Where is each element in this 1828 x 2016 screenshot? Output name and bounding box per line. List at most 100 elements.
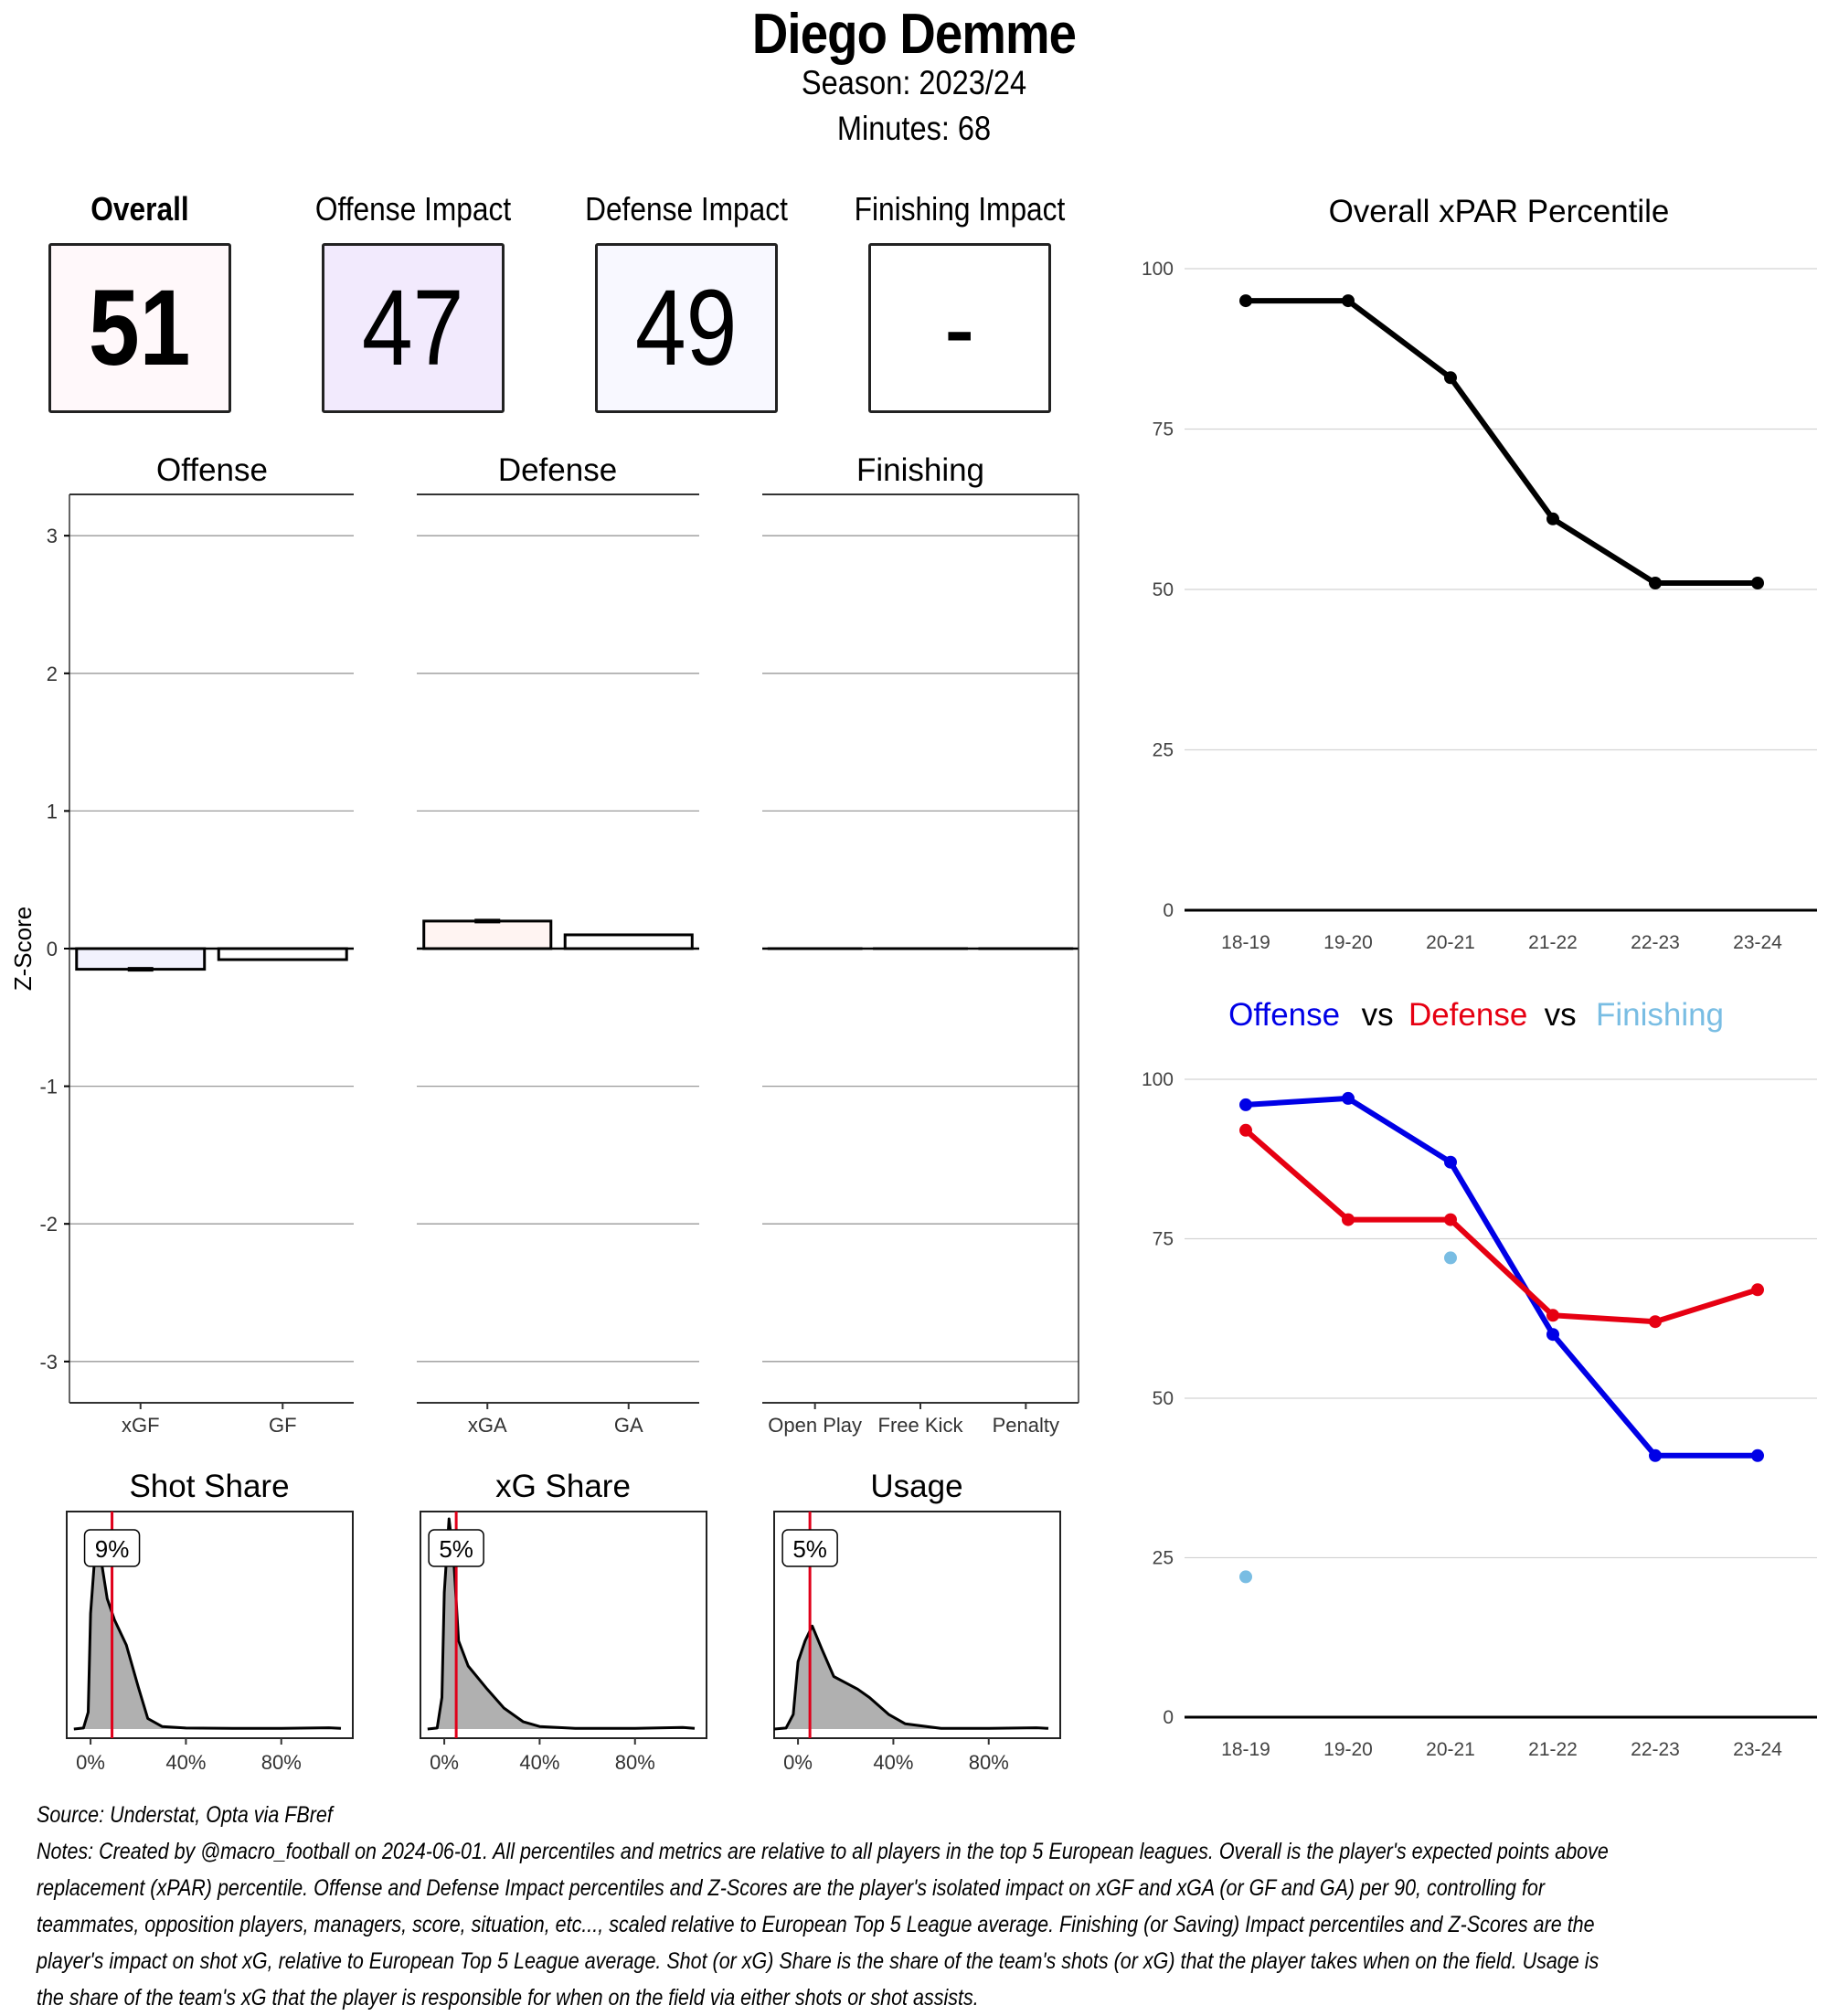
facet-title-finishing: Finishing — [856, 452, 984, 488]
legend-defense: Defense — [1408, 997, 1527, 1033]
point-defense — [1342, 1213, 1355, 1226]
y-tick-label: 0 — [1163, 900, 1174, 921]
notes-line: Notes: Created by @macro_football on 202… — [37, 1839, 1609, 1864]
y-tick-label: 0 — [1163, 1707, 1174, 1728]
point-offense — [1546, 1328, 1559, 1342]
x-tick-label: 80% — [969, 1751, 1009, 1774]
overall-xpar-chart: Overall xPAR Percentile 0 25 50 75 100 18-19 1… — [1142, 194, 1817, 953]
stat-label-overall: Overall — [90, 190, 189, 228]
x-tick-label: 40% — [873, 1751, 913, 1774]
bar-xgf — [75, 947, 207, 971]
overall-xpar-title: Overall xPAR Percentile — [1329, 194, 1670, 229]
series-line-defense — [1244, 1128, 1759, 1325]
y-tick-label: 75 — [1153, 419, 1174, 440]
zscore-chart: Offense Defense Finishing Z-Score xGF GF x… — [9, 452, 1079, 1437]
point-overall — [1546, 512, 1559, 525]
x-tick-label: 0% — [783, 1751, 813, 1774]
x-tick-label: 40% — [165, 1751, 206, 1774]
facet-title-offense: Offense — [156, 452, 268, 488]
x-tick-label: 40% — [519, 1751, 559, 1774]
notes-line: teammates, opposition players, managers,… — [37, 1912, 1595, 1937]
stat-card-defense: 49 — [595, 243, 778, 413]
point-overall — [1649, 577, 1662, 589]
point-offense — [1444, 1155, 1457, 1169]
footer: Source: Understat, Opta via FBref Notes:… — [37, 1797, 1797, 2016]
x-tick-label: 20-21 — [1426, 1739, 1475, 1760]
legend-vs-2: vs — [1545, 997, 1577, 1033]
y-tick-label: -2 — [39, 1213, 58, 1236]
panel-title-xg-share: xG Share — [495, 1469, 631, 1504]
x-tick-label: 20-21 — [1426, 932, 1475, 953]
player-value-label-box — [781, 1529, 838, 1567]
point-defense — [1444, 1213, 1457, 1226]
y-tick-label: 3 — [47, 525, 58, 547]
x-tick-label: 18-19 — [1221, 1739, 1270, 1760]
point-offense — [1649, 1448, 1662, 1462]
stat-value-finishing: - — [944, 268, 975, 388]
y-tick-label: 1 — [47, 800, 58, 822]
stat-value-overall: 51 — [89, 268, 191, 388]
density-panel-frame — [66, 1511, 354, 1739]
x-tick-label: 80% — [615, 1751, 655, 1774]
x-tick-label: 22-23 — [1631, 932, 1680, 953]
x-tick-label: 18-19 — [1221, 932, 1270, 953]
y-tick-label: -1 — [39, 1076, 58, 1098]
stat-label-defense: Defense Impact — [585, 190, 788, 228]
x-tick-label: xGF — [122, 1414, 160, 1437]
y-tick-label: 50 — [1153, 579, 1174, 600]
panel-title-usage: Usage — [870, 1469, 962, 1504]
x-tick-label: 0% — [76, 1751, 105, 1774]
y-tick-label: -3 — [39, 1351, 58, 1374]
notes-line: player's impact on shot xG, relative to … — [37, 1948, 1600, 1974]
bar-gf — [217, 947, 348, 961]
components-chart: Offense vs Defense vs Finishing 0 25 50 75 1… — [1142, 997, 1817, 1760]
point-overall — [1239, 294, 1252, 308]
x-tick-label: 21-22 — [1528, 932, 1578, 953]
panel-title-shot-share: Shot Share — [129, 1469, 289, 1504]
x-tick-label: 23-24 — [1733, 1739, 1782, 1760]
notes-line: replacement (xPAR) percentile. Offense a… — [37, 1875, 1546, 1901]
source-note: Source: Understat, Opta via FBref — [37, 1802, 333, 1828]
player-value-label: 5% — [439, 1535, 473, 1563]
density-area — [774, 1626, 1048, 1729]
point-defense — [1239, 1123, 1252, 1137]
y-tick-label: 2 — [47, 663, 58, 685]
x-tick-label: xGA — [468, 1414, 507, 1437]
point-overall — [1751, 577, 1764, 589]
stat-card-finishing: - — [868, 243, 1051, 413]
point-finishing — [1239, 1570, 1252, 1584]
player-name: Diego Demme — [751, 3, 1077, 66]
y-tick-label: 100 — [1142, 1069, 1174, 1090]
point-overall — [1342, 294, 1355, 308]
stat-card-overall: 51 — [48, 243, 231, 413]
y-tick-label: 75 — [1153, 1229, 1174, 1250]
y-tick-label: 25 — [1153, 1548, 1174, 1569]
point-defense — [1751, 1283, 1764, 1297]
y-tick-label: 25 — [1153, 740, 1174, 761]
x-tick-label: 23-24 — [1733, 932, 1782, 953]
x-tick-label: Open Play — [768, 1414, 862, 1437]
point-defense — [1546, 1309, 1559, 1322]
y-axis-label: Z-Score — [9, 907, 37, 991]
x-tick-label: Penalty — [993, 1414, 1059, 1437]
stat-value-offense: 47 — [362, 268, 464, 388]
density-panel-frame — [773, 1511, 1061, 1739]
x-tick-label: 80% — [261, 1751, 302, 1774]
bar-ga — [563, 933, 694, 950]
x-tick-label: Free Kick — [878, 1414, 964, 1437]
density-area — [427, 1519, 695, 1729]
density-curve — [73, 1533, 342, 1731]
facet-title-defense: Defense — [498, 452, 617, 488]
player-value-label-box — [83, 1529, 141, 1567]
legend-title: Offense vs Defense vs Finishing — [1228, 997, 1724, 1033]
y-tick-label: 100 — [1142, 259, 1174, 280]
x-tick-label: GA — [614, 1414, 643, 1437]
player-value-label: 9% — [95, 1535, 130, 1563]
legend-vs-1: vs — [1362, 997, 1394, 1033]
density-area — [73, 1535, 342, 1729]
legend-finishing: Finishing — [1596, 997, 1724, 1033]
density-curve — [427, 1517, 696, 1731]
x-tick-label: GF — [269, 1414, 297, 1437]
stat-label-finishing: Finishing Impact — [854, 190, 1066, 228]
stat-value-defense: 49 — [635, 268, 738, 388]
